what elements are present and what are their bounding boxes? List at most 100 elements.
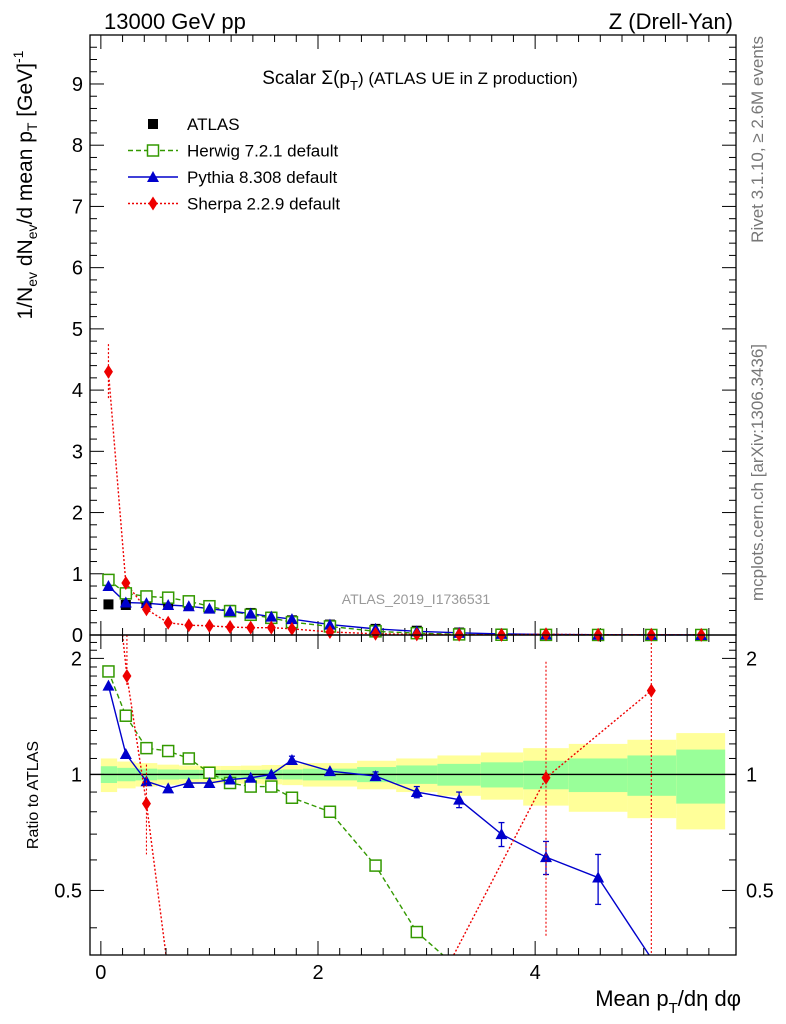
ratio-y-label: Ratio to ATLAS [25,741,42,849]
ratio-point-pythia [410,786,423,798]
ratio-point-herwig [182,752,196,765]
main-y-tick-label: 0 [72,625,83,647]
main-point-atlas [103,599,114,610]
ratio-point-herwig [203,766,216,780]
main-point-sherpa [225,620,235,635]
ratio-point-herwig [323,805,337,819]
ratio-y-tick-label: 0.5 [54,880,82,902]
main-point-pythia [323,618,336,630]
ratio-point-herwig [265,780,278,793]
main-y-tick-label: 1 [72,564,83,586]
ratio-line-pythia [107,685,650,956]
legend-label-atlas: ATLAS [187,115,240,134]
ratio-point-sherpa [646,683,656,698]
main-title: Scalar Σ(pT) (ATLAS UE in Z production) [262,68,578,93]
main-point-sherpa [163,615,173,630]
ratio-point-sherpa [141,796,151,811]
ratio-y-tick-label: 2 [71,648,82,670]
main-point-sherpa [204,618,214,633]
main-point-pythia [162,599,175,610]
main-y-tick-label: 8 [72,135,83,157]
x-tick-label: 2 [312,962,323,984]
ratio-point-herwig [285,791,299,804]
main-y-tick-label: 9 [72,74,83,96]
main-panel: 0 1 2 3 4 5 6 7 8 9 Scalar Σ(pT) (ATLAS UE in Z p… [10,34,737,647]
ratio-point-pythia [453,793,466,805]
legend-marker-atlas [148,119,158,129]
ratio-point-pythia [102,679,115,691]
ratio-point-pythia [182,777,195,789]
main-point-sherpa [541,627,551,642]
x-axis-label: Mean pT/dη dφ [595,986,741,1017]
main-y-tick-label: 2 [72,503,83,525]
ratio-panel-frame [89,634,737,956]
ratio-y-tick-label-right: 2 [746,648,757,670]
main-point-pythia [244,607,257,619]
ratio-point-herwig [140,741,153,755]
main-point-sherpa [287,621,297,636]
main-y-tick-label: 3 [72,441,83,463]
ratio-point-pythia [323,765,336,777]
ratio-point-pythia [224,773,237,785]
main-point-pythia [265,610,278,622]
main-y-tick-label: 6 [72,258,83,280]
main-point-sherpa [266,620,276,635]
ratio-point-pythia [119,747,132,759]
main-point-pythia [182,600,195,612]
x-axis-label-sub: T [669,1000,678,1017]
legend-label-herwig: Herwig 7.2.1 default [187,142,338,161]
ratio-point-pythia [369,770,382,782]
x-axis-label-head: Mean p [595,986,668,1011]
main-title-tail: ) (ATLAS UE in Z production) [358,69,578,88]
main-point-pythia [285,613,298,625]
side-text-mcplots: mcplots.cern.ch [arXiv:1306.3436] [748,344,767,601]
ratio-point-herwig [161,744,175,758]
legend-marker-herwig [146,144,160,157]
ratio-line-sherpa-b [453,690,652,956]
ratio-band-inner [568,758,628,793]
ratio-point-herwig [410,925,424,939]
x-tick-label: 4 [530,962,541,984]
ratio-point-herwig [102,665,115,678]
main-y-axis: 0 1 2 3 4 5 6 7 8 9 [72,34,736,647]
main-point-sherpa [246,620,256,635]
ratio-band-inner [676,749,726,804]
main-point-sherpa [371,626,381,641]
ratio-panel: 0.5 0.5 1 1 2 2 0 2 4 Ratio to ATLAS Mean pT/dη … [25,634,774,1017]
legend: ATLAS Herwig 7.2.1 default Pythia 8.308 de… [128,115,340,214]
main-point-pythia [102,580,115,592]
ratio-point-pythia [265,768,278,780]
ratio-y-tick-label-right: 0.5 [746,880,774,902]
main-title-sub: T [350,78,358,93]
ratio-point-pythia [592,871,605,883]
header-left: 13000 GeV pp [104,9,246,34]
ratio-point-sherpa [541,770,551,785]
header-right: Z (Drell-Yan) [609,9,733,34]
ratio-point-pythia [495,828,508,840]
main-point-pythia [203,602,216,614]
side-text-rivet: Rivet 3.1.10, ≥ 2.6M events [748,36,767,243]
main-point-pythia [224,605,237,617]
ratio-axes: 0.5 0.5 1 1 2 2 0 2 4 [54,635,774,984]
legend-label-pythia: Pythia 8.308 default [187,168,338,187]
main-point-sherpa [103,364,113,379]
ratio-line-sherpa-a [121,634,167,956]
x-tick-label: 0 [95,962,106,984]
main-y-tick-label: 7 [72,196,83,218]
main-point-pythia [119,596,132,608]
x-axis-label-tail: /dη dφ [678,986,741,1011]
main-series-layer [102,344,708,642]
main-y-label: 1/Nev dNev/d mean pT [GeV]-1 [10,50,40,319]
main-title-head: Scalar Σ(p [262,68,350,89]
ratio-y-tick-label-right: 1 [746,764,757,786]
legend-marker-sherpa [148,196,158,211]
main-y-tick-label: 5 [72,319,83,341]
ratio-point-pythia [244,771,257,783]
ratio-point-herwig [119,709,133,722]
ratio-point-pythia [540,851,552,863]
ratio-y-tick-label: 1 [71,764,82,786]
main-point-sherpa [121,575,131,590]
ratio-point-pythia [162,782,175,794]
legend-label-sherpa: Sherpa 2.2.9 default [187,195,340,214]
